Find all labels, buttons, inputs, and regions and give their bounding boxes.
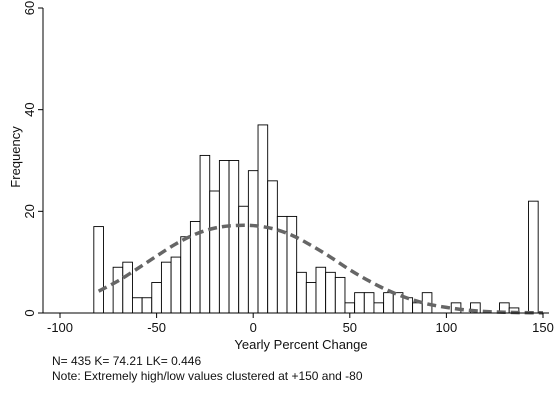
histogram-bar bbox=[257, 124, 269, 314]
histogram-bar bbox=[238, 205, 249, 314]
histogram-bar bbox=[334, 276, 346, 314]
y-tick-label: 20 bbox=[22, 204, 37, 218]
histogram-bar bbox=[373, 302, 385, 314]
histogram-bar bbox=[189, 221, 201, 314]
histogram-bar bbox=[199, 154, 211, 314]
histogram-bar bbox=[180, 236, 191, 314]
histogram-bar bbox=[131, 297, 143, 314]
histogram-bar bbox=[325, 271, 336, 314]
y-axis-label: Frequency bbox=[8, 126, 23, 188]
density-curve bbox=[97, 223, 544, 315]
histogram-bar bbox=[218, 160, 230, 314]
histogram-bar bbox=[383, 292, 394, 314]
x-axis-ticks: -100 -50 0 50 100 150 bbox=[47, 313, 554, 335]
histogram-bar bbox=[286, 215, 298, 314]
histogram-bar bbox=[112, 266, 124, 314]
histogram-bar bbox=[151, 282, 162, 314]
y-axis-ticks: 0 20 40 60 bbox=[22, 1, 43, 317]
histogram-bar bbox=[412, 302, 423, 314]
histogram-bar bbox=[305, 282, 317, 314]
histogram-bar bbox=[267, 180, 278, 314]
histogram-bar bbox=[528, 200, 539, 314]
x-tick-label: -100 bbox=[47, 320, 73, 335]
histogram-bar bbox=[247, 170, 259, 314]
x-axis-label: Yearly Percent Change bbox=[234, 337, 367, 352]
histogram-bar bbox=[344, 302, 356, 314]
y-tick-label: 40 bbox=[22, 102, 37, 116]
histogram-bar bbox=[170, 256, 182, 314]
histogram-bar bbox=[160, 261, 172, 314]
x-tick-label: 100 bbox=[436, 320, 458, 335]
y-tick-label: 0 bbox=[22, 309, 37, 316]
histogram-bar bbox=[296, 271, 307, 314]
x-tick-label: 50 bbox=[343, 320, 357, 335]
x-tick-label: -50 bbox=[147, 320, 166, 335]
histogram-bars bbox=[93, 124, 539, 314]
histogram-bar bbox=[228, 160, 240, 314]
clustering-note: Note: Extremely high/low values clustere… bbox=[52, 369, 363, 383]
histogram-bar bbox=[141, 297, 153, 314]
summary-stats-note: N= 435 K= 74.21 LK= 0.446 bbox=[52, 354, 202, 368]
x-tick-label: 0 bbox=[250, 320, 257, 335]
y-tick-label: 60 bbox=[22, 1, 37, 15]
histogram-bar bbox=[354, 292, 365, 314]
histogram-bar bbox=[315, 266, 327, 314]
x-tick-label: 150 bbox=[532, 320, 554, 335]
histogram-bar bbox=[93, 226, 104, 314]
histogram-bar bbox=[122, 261, 133, 314]
histogram-bar bbox=[209, 190, 220, 314]
histogram-bar bbox=[363, 292, 375, 314]
